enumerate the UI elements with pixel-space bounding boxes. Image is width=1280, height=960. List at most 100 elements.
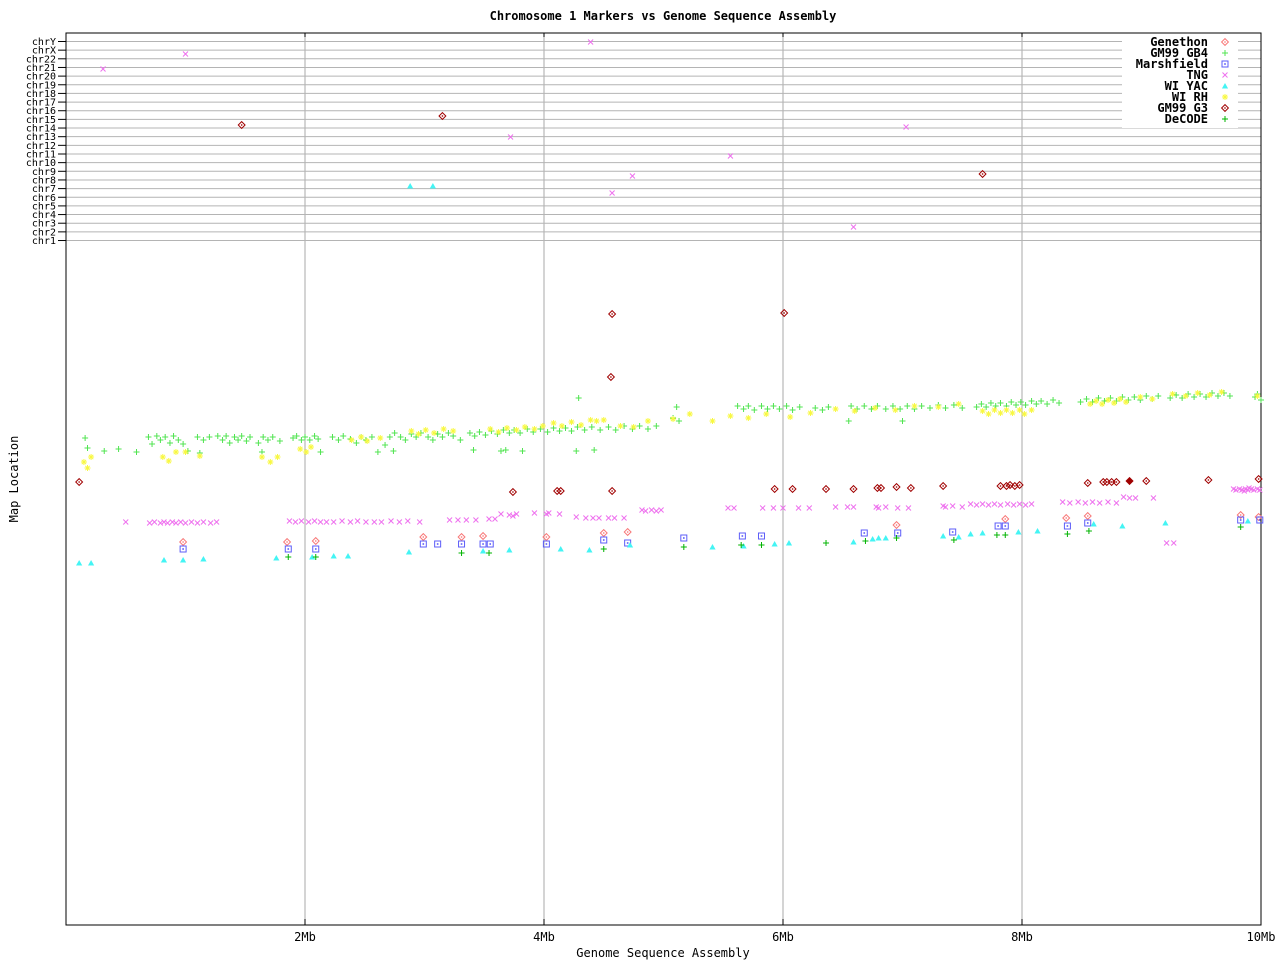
data-point-gm99-g3 xyxy=(556,486,565,496)
data-point-wi-rh-shape xyxy=(578,422,585,428)
data-point-tng xyxy=(844,504,851,510)
data-point-tng xyxy=(642,508,649,514)
data-point-gm99-gb4-shape xyxy=(1214,393,1221,399)
data-point-marshfield-shape xyxy=(1066,525,1069,527)
data-point-gm99-gb4-shape xyxy=(335,437,342,443)
data-point-wi-yac-shape xyxy=(740,543,747,549)
data-point-tng xyxy=(182,520,189,526)
data-point-wi-rh-shape xyxy=(307,444,314,450)
data-point-gm99-gb4 xyxy=(231,434,238,440)
data-point-tng xyxy=(1132,495,1139,501)
data-point-wi-rh xyxy=(377,435,384,441)
data-point-tng-shape xyxy=(1059,499,1066,505)
data-point-wi-rh xyxy=(408,428,415,434)
data-point-tng-shape xyxy=(985,502,992,508)
data-point-gm99-gb4 xyxy=(918,403,925,409)
data-point-tng xyxy=(905,505,912,511)
data-point-gm99-gb4 xyxy=(544,429,551,435)
data-point-marshfield-shape xyxy=(760,535,763,537)
data-point-decode xyxy=(862,538,869,544)
data-point-gm99-gb4-shape xyxy=(293,433,300,439)
data-point-wi-yac xyxy=(785,540,793,546)
data-point-tng-shape xyxy=(1163,540,1170,546)
data-point-tng-shape xyxy=(1004,501,1011,507)
data-point-marshfield-shape xyxy=(951,531,954,533)
data-point-gm99-gb4 xyxy=(353,440,360,446)
data-point-wi-yac-shape xyxy=(785,540,793,546)
chromosome-row-label: chr14 xyxy=(26,124,56,135)
data-point-wi-rh-shape xyxy=(84,465,91,471)
data-point-wi-rh xyxy=(539,423,546,429)
data-point-wi-rh-shape xyxy=(617,423,624,429)
data-point-wi-yac xyxy=(309,554,316,560)
data-point-gm99-g3-shape xyxy=(608,309,617,319)
data-point-tng xyxy=(1016,501,1023,507)
data-point-tng xyxy=(973,502,980,508)
data-point-wi-yac-shape xyxy=(344,553,352,559)
data-point-gm99-gb4 xyxy=(260,434,267,440)
data-point-marshfield-shape xyxy=(624,539,632,547)
data-point-tng xyxy=(416,519,423,525)
data-point-wi-rh-shape xyxy=(182,449,189,455)
data-point-genethon xyxy=(1062,513,1071,523)
data-point-wi-yac xyxy=(557,546,564,552)
data-point-wi-yac xyxy=(979,530,986,536)
data-point-gm99-gb4 xyxy=(997,400,1004,406)
data-point-tng xyxy=(795,505,802,511)
chromosome-row-label: chr21 xyxy=(26,63,56,74)
data-point-wi-rh-shape xyxy=(303,449,310,455)
chart-title: Chromosome 1 Markers vs Genome Sequence … xyxy=(489,9,837,23)
data-point-marshfield xyxy=(1084,519,1092,527)
data-point-gm99-gb4 xyxy=(758,403,765,409)
data-point-marshfield-shape xyxy=(738,532,746,540)
data-point-wi-rh xyxy=(358,434,365,440)
data-point-tng xyxy=(292,519,299,525)
data-point-gm99-gb4-shape xyxy=(904,403,911,409)
data-point-tng-shape xyxy=(363,519,369,525)
data-point-gm99-gb4 xyxy=(740,406,747,412)
data-point-gm99-gb4-shape xyxy=(311,433,318,439)
data-point-tng xyxy=(388,518,394,524)
data-point-marshfield xyxy=(542,540,550,548)
data-point-gm99-gb4 xyxy=(770,403,777,409)
data-point-wi-yac xyxy=(1034,528,1041,534)
data-point-wi-rh xyxy=(1137,394,1144,400)
data-point-decode-shape xyxy=(823,540,830,546)
data-point-gm99-gb4 xyxy=(992,403,999,409)
data-point-gm99-g3-shape xyxy=(1083,478,1092,488)
data-point-gm99-gb4-shape xyxy=(973,404,980,410)
data-point-gm99-gb4 xyxy=(235,437,242,443)
data-point-tng-shape xyxy=(446,517,453,523)
data-point-genethon-shape xyxy=(892,520,901,530)
data-point-gm99-gb4-shape xyxy=(556,428,563,434)
data-point-marshfield-shape xyxy=(482,543,484,545)
data-point-gm99-gb4-shape xyxy=(861,403,868,409)
data-point-tng xyxy=(894,505,901,511)
data-point-tng-shape xyxy=(188,519,195,525)
data-point-tng xyxy=(173,520,179,526)
data-point-gm99-gb4 xyxy=(519,448,526,454)
data-point-gm99-gb4-shape xyxy=(575,395,582,401)
data-point-gm99-g3-shape xyxy=(611,313,613,315)
data-point-gm99-gb4 xyxy=(482,432,489,438)
data-point-wi-yac xyxy=(709,544,716,550)
data-point-gm99-gb4 xyxy=(597,427,604,433)
data-point-gm99-gb4 xyxy=(573,448,580,454)
data-point-gm99-g3-shape xyxy=(1207,479,1210,481)
data-point-tng-shape xyxy=(1105,499,1111,505)
data-point-gm99-g3 xyxy=(1083,478,1092,488)
data-point-wi-yac xyxy=(1090,521,1097,527)
data-point-gm99-g3-shape xyxy=(873,483,882,493)
data-point-tng-shape xyxy=(844,504,851,510)
data-point-tng xyxy=(371,519,378,525)
data-point-tng-shape xyxy=(146,520,153,526)
data-point-gm99-gb4 xyxy=(987,400,994,406)
data-point-gm99-gb4 xyxy=(264,437,271,443)
data-point-tng xyxy=(1233,487,1239,493)
data-point-decode xyxy=(823,540,830,546)
legend-label-tng: TNG xyxy=(1186,68,1208,82)
data-point-genethon-shape xyxy=(626,531,629,533)
data-point-gm99-g3 xyxy=(849,484,858,494)
data-point-wi-rh-shape xyxy=(274,454,281,460)
data-point-gm99-gb4 xyxy=(335,437,342,443)
